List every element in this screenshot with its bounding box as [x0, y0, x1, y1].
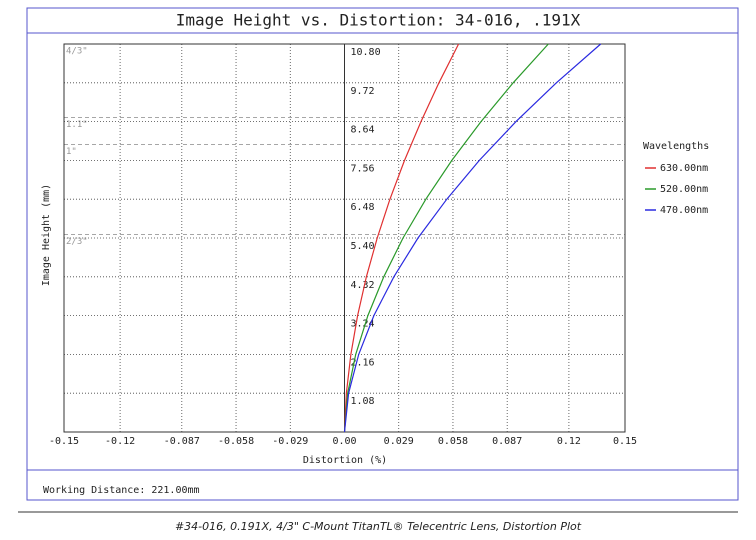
frame	[26, 7, 739, 501]
x-tick-label: 0.087	[492, 436, 522, 447]
y-axis-label: Image Height (mm)	[41, 184, 52, 286]
y-tick-label: 3.24	[351, 319, 375, 330]
data-line	[343, 43, 602, 433]
x-tick-label: 0.15	[613, 436, 637, 447]
data-line	[343, 43, 460, 433]
y-tick-label: 6.48	[351, 202, 375, 213]
x-axis-label: Distortion (%)	[303, 455, 387, 466]
legend-label: 630.00nm	[660, 163, 708, 174]
y-tick-label: 10.80	[351, 47, 381, 58]
format-label: 2/3"	[66, 237, 88, 247]
legend-label: 470.00nm	[660, 205, 708, 216]
y-tick-label: 4.32	[351, 280, 375, 291]
x-tick-label: 0.029	[384, 436, 414, 447]
y-tick-label: 9.72	[351, 86, 375, 97]
x-tick-label: -0.029	[272, 436, 308, 447]
x-tick-label: -0.12	[105, 436, 135, 447]
y-tick-label: 5.40	[351, 241, 375, 252]
format-label: 1"	[66, 147, 77, 157]
format-label: 1.1"	[66, 120, 88, 130]
footer: Working Distance: 221.00mm	[43, 485, 200, 496]
x-tick-label: 0.00	[332, 436, 356, 447]
x-tick-label: 0.12	[557, 436, 581, 447]
y-tick-label: 2.16	[351, 357, 375, 368]
legend-title: Wavelengths	[643, 141, 709, 152]
y-tick-label: 1.08	[351, 396, 375, 407]
y-tick-label: 7.56	[351, 163, 375, 174]
x-tick-label: 0.058	[438, 436, 468, 447]
x-tick-label: -0.15	[49, 436, 79, 447]
legend-label: 520.00nm	[660, 184, 708, 195]
data-line	[343, 43, 549, 433]
x-tick-label: -0.058	[218, 436, 254, 447]
y-tick-label: 8.64	[351, 125, 375, 136]
format-label: 4/3"	[66, 47, 88, 57]
x-tick-label: -0.087	[164, 436, 200, 447]
chart-title: Image Height vs. Distortion: 34-016, .19…	[176, 11, 581, 30]
caption: #34-016, 0.191X, 4/3" C-Mount TitanTL® T…	[175, 520, 582, 533]
